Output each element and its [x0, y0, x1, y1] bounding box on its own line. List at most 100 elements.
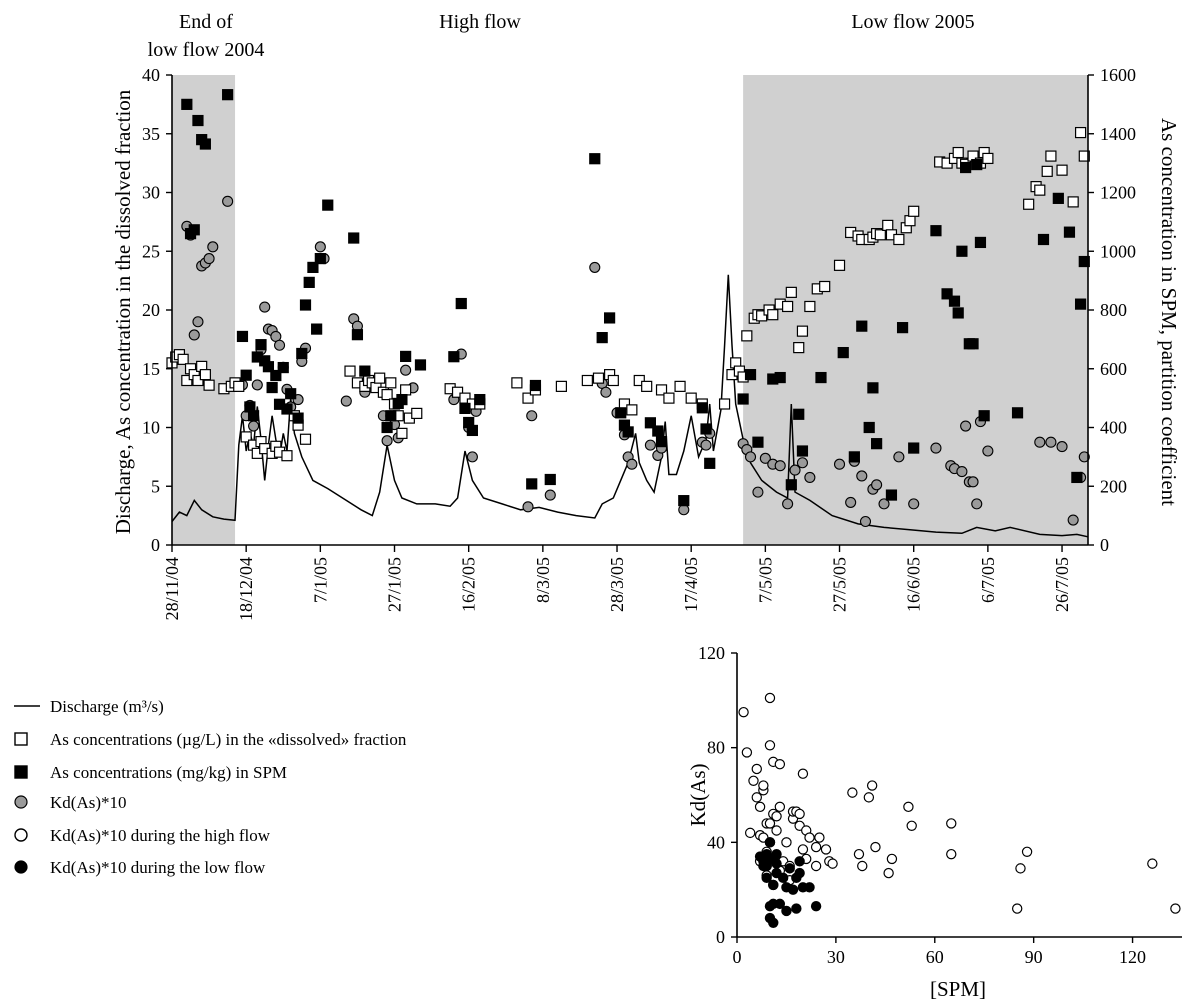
kd-point: [856, 470, 868, 482]
kd-high-flow-point: [797, 844, 809, 855]
kd-point: [1034, 436, 1046, 448]
main-plot-layer: [166, 89, 1090, 538]
spm-point: [871, 438, 883, 450]
dissolved-point: [199, 369, 211, 381]
dissolved-point: [281, 450, 293, 462]
left-tick-label: 10: [142, 418, 160, 438]
dissolved-point: [233, 380, 245, 392]
kd-high-flow-point: [804, 832, 815, 843]
kd-point: [1056, 441, 1068, 453]
kd-high-flow-point: [781, 837, 792, 848]
dissolved-point: [718, 398, 731, 410]
spm-point: [299, 299, 312, 311]
spm-point: [700, 423, 712, 435]
spm-point: [1037, 233, 1050, 246]
spm-point: [285, 388, 297, 400]
legend: Discharge (m³/s) As concentrations (µg/L…: [14, 697, 407, 877]
spm-point: [785, 479, 797, 491]
shaded-period-0: [172, 75, 236, 545]
dissolved-point: [240, 431, 252, 443]
x-tick-label: 6/7/05: [978, 557, 998, 603]
kd-point: [314, 241, 326, 253]
kd-point: [782, 498, 794, 510]
left-tick-label: 30: [142, 183, 160, 203]
dissolved-point: [663, 392, 675, 404]
spm-point: [1071, 471, 1083, 484]
spm-point: [971, 158, 983, 171]
kd-high-flow-point: [886, 853, 898, 865]
spm-point: [737, 393, 749, 405]
spm-point: [385, 410, 397, 422]
right-tick-label: 600: [1100, 359, 1127, 379]
spm-point: [277, 361, 289, 374]
x-tick-label: 27/5/05: [830, 557, 850, 612]
inset-x-tick-label: 120: [1119, 947, 1146, 967]
dissolved-point: [641, 380, 653, 392]
spm-point: [774, 371, 786, 384]
dissolved-point: [411, 407, 423, 419]
kd-point: [192, 316, 204, 328]
spm-point: [896, 322, 909, 334]
left-tick-label: 5: [151, 476, 160, 496]
dissolved-point: [674, 380, 686, 392]
dissolved-point: [833, 259, 846, 271]
legend-dissolved-symbol: [14, 732, 28, 746]
spm-point: [867, 382, 879, 394]
dissolved-point: [592, 372, 605, 384]
spm-point: [222, 89, 234, 101]
x-tick-label: 16/2/05: [459, 557, 479, 612]
kd-point: [878, 498, 890, 510]
dissolved-point: [633, 374, 645, 387]
x-tick-label: 27/1/05: [385, 557, 405, 612]
inset-y-axis-title: Kd(As): [686, 764, 710, 827]
left-tick-label: 0: [151, 535, 160, 555]
dissolved-point: [804, 300, 816, 313]
kd-point: [956, 466, 968, 478]
dissolved-point: [299, 433, 312, 445]
dissolved-point: [1041, 165, 1053, 177]
kd-high-flow-point: [741, 747, 753, 758]
kd-point: [644, 439, 656, 451]
kd-high-flow-point: [1021, 846, 1033, 858]
x-tick-label: 7/5/05: [755, 557, 775, 603]
kd-point: [744, 451, 757, 463]
right-tick-label: 1400: [1100, 124, 1136, 144]
kd-high-flow-point: [863, 792, 875, 803]
spm-point: [247, 410, 260, 422]
kd-high-flow-point: [771, 811, 782, 822]
dissolved-point: [400, 384, 412, 396]
spm-point: [459, 402, 471, 415]
kd-high-flow-point: [758, 780, 769, 791]
inset-x-tick-label: 60: [926, 947, 944, 967]
kd-point: [833, 458, 846, 470]
dissolved-point: [819, 280, 831, 293]
period-label-high-flow: High flow: [439, 11, 521, 33]
kd-high-flow-point: [853, 848, 865, 860]
dissolved-point: [756, 310, 768, 322]
dissolved-point: [522, 392, 534, 404]
dissolved-point: [1078, 150, 1090, 162]
kd-point: [522, 501, 534, 513]
kd-low-flow-point: [761, 872, 772, 884]
dissolved-point: [904, 215, 916, 227]
kd-point: [381, 435, 393, 447]
spm-point: [793, 408, 805, 420]
kd-point: [222, 195, 234, 207]
legend-dissolved-label: As concentrations (µg/L) in the «dissolv…: [50, 730, 407, 749]
x-tick-label: 7/1/05: [310, 557, 330, 603]
kd-high-flow-point: [827, 858, 838, 869]
dissolved-point: [385, 377, 397, 389]
period-label-end-low-flow-2004-line2: low flow 2004: [148, 39, 265, 61]
spm-point: [956, 245, 968, 257]
left-tick-label: 15: [142, 359, 160, 379]
kd-high-flow-point: [814, 832, 825, 843]
spm-point: [529, 379, 542, 392]
spm-point: [448, 351, 460, 363]
spm-point: [270, 369, 282, 382]
legend-discharge-label: Discharge (m³/s): [50, 697, 164, 716]
kd-point: [207, 241, 219, 253]
kd-point: [589, 261, 601, 273]
spm-point: [262, 361, 275, 373]
dissolved-point: [626, 404, 638, 416]
kd-point: [259, 301, 271, 313]
